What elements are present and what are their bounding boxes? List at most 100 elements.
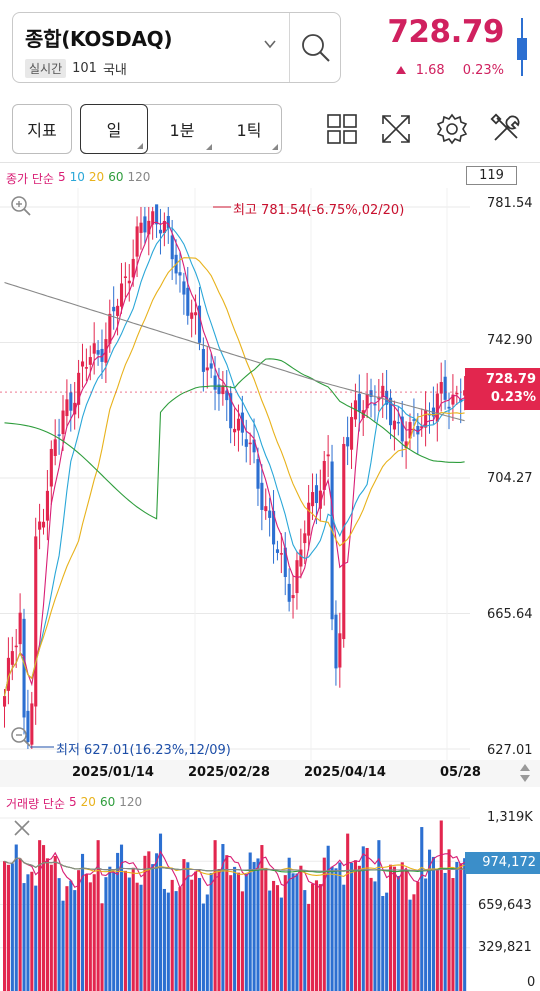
- volume-bar: [400, 862, 404, 991]
- date-axis: [0, 760, 540, 787]
- candle-body: [96, 350, 100, 355]
- candle-body: [38, 521, 42, 530]
- chevron-down-icon[interactable]: [263, 37, 277, 51]
- candle-body: [303, 533, 307, 544]
- candle-body: [112, 306, 116, 312]
- volume-bar: [155, 853, 159, 991]
- vol-legend-ma60: 60: [99, 795, 116, 809]
- settings-gear-icon[interactable]: [435, 112, 469, 146]
- fullscreen-icon[interactable]: [379, 112, 413, 146]
- volume-bar: [100, 903, 104, 991]
- volume-bar: [84, 874, 88, 991]
- candle-body: [41, 521, 46, 528]
- candle-body: [201, 348, 205, 372]
- volume-bar: [38, 840, 42, 991]
- candle-body: [311, 492, 315, 507]
- volume-bar: [260, 845, 264, 991]
- volume-chart[interactable]: [0, 812, 470, 991]
- candle-body: [404, 441, 408, 449]
- candle-body: [287, 583, 291, 602]
- search-button[interactable]: [290, 13, 341, 82]
- y-label-2: 742.90: [487, 333, 533, 348]
- candle-body: [307, 502, 311, 536]
- vol-y-label-2: 659,643: [478, 898, 532, 913]
- period-day[interactable]: 일: [80, 104, 148, 154]
- candle-body: [53, 439, 57, 456]
- volume-bar: [147, 851, 151, 991]
- candle-body: [420, 426, 424, 429]
- corner-marker: [206, 144, 212, 150]
- zoom-out-icon[interactable]: [10, 726, 32, 748]
- volume-bar: [264, 867, 268, 991]
- volume-bar: [77, 870, 81, 991]
- candle-body: [80, 361, 85, 367]
- volume-bar: [279, 897, 283, 991]
- volume-bar: [451, 878, 455, 991]
- volume-bar: [182, 859, 186, 991]
- volume-bar: [353, 860, 358, 991]
- volume-bar: [190, 879, 194, 991]
- volume-bar: [225, 855, 229, 991]
- low-annotation: 최저 627.01(16.23%,12/09): [56, 743, 231, 758]
- price-change: 1.68 0.23%: [395, 63, 504, 78]
- candle-body: [256, 459, 260, 489]
- legend-ma5: 5: [57, 170, 66, 184]
- candle-body: [244, 439, 248, 447]
- candle-body: [65, 399, 69, 417]
- candle-body: [334, 614, 338, 669]
- candle-body: [225, 390, 229, 401]
- close-icon[interactable]: [12, 818, 32, 838]
- current-price-tag: 728.79 0.23%: [465, 368, 540, 410]
- candle-body: [77, 372, 81, 405]
- indicator-button[interactable]: 지표: [12, 104, 72, 154]
- volume-bar: [275, 885, 280, 991]
- resize-arrows-icon[interactable]: [518, 763, 532, 783]
- volume-bar: [389, 864, 393, 991]
- candle-body: [84, 367, 88, 369]
- ma-line-5: [3, 221, 465, 697]
- ma-line-10: [3, 227, 465, 697]
- vol-y-label-3: 329,821: [478, 940, 532, 955]
- y-label-top: 781.54: [487, 196, 533, 211]
- tools-icon[interactable]: [489, 112, 523, 146]
- candle-body: [439, 382, 443, 394]
- candle-body: [459, 399, 463, 403]
- y-label-bottom: 627.01: [487, 743, 533, 758]
- symbol-search-box[interactable]: 종합(KOSDAQ) 실시간 101 국내: [12, 12, 341, 83]
- symbol-title[interactable]: 종합(KOSDAQ): [25, 27, 173, 51]
- volume-bar: [330, 866, 334, 991]
- volume-bar: [381, 896, 385, 991]
- volume-bar: [131, 867, 135, 991]
- candle-body: [178, 272, 182, 276]
- candle-body: [3, 696, 7, 707]
- volume-bar: [342, 884, 346, 991]
- volume-bar: [14, 844, 18, 991]
- zoom-in-icon[interactable]: [10, 195, 32, 217]
- candle-body: [408, 422, 412, 439]
- candle-body: [451, 394, 455, 405]
- period-1tick[interactable]: 1틱: [216, 104, 282, 154]
- candle-count-box[interactable]: 119: [466, 166, 517, 185]
- volume-bar: [385, 892, 389, 991]
- volume-bar: [135, 882, 139, 991]
- volume-bar: [53, 856, 57, 991]
- candle-body: [166, 216, 170, 229]
- volume-bar: [311, 883, 315, 991]
- candle-body: [209, 363, 213, 369]
- volume-bar: [61, 900, 65, 991]
- volume-bar: [416, 881, 420, 991]
- candle-body: [455, 392, 459, 395]
- change-value: 1.68: [415, 63, 445, 78]
- period-1min[interactable]: 1분: [148, 104, 216, 154]
- volume-bar: [69, 880, 73, 991]
- layout-grid-icon[interactable]: [325, 112, 359, 146]
- volume-bar: [233, 866, 237, 991]
- legend-ma20: 20: [88, 170, 105, 184]
- search-icon: [301, 33, 330, 62]
- candle-body: [61, 410, 65, 435]
- price-chart[interactable]: [0, 188, 470, 760]
- volume-bar: [112, 872, 116, 991]
- candle-body: [108, 313, 112, 344]
- candle-body: [147, 220, 151, 235]
- date-label-2: 2025/02/28: [188, 765, 270, 780]
